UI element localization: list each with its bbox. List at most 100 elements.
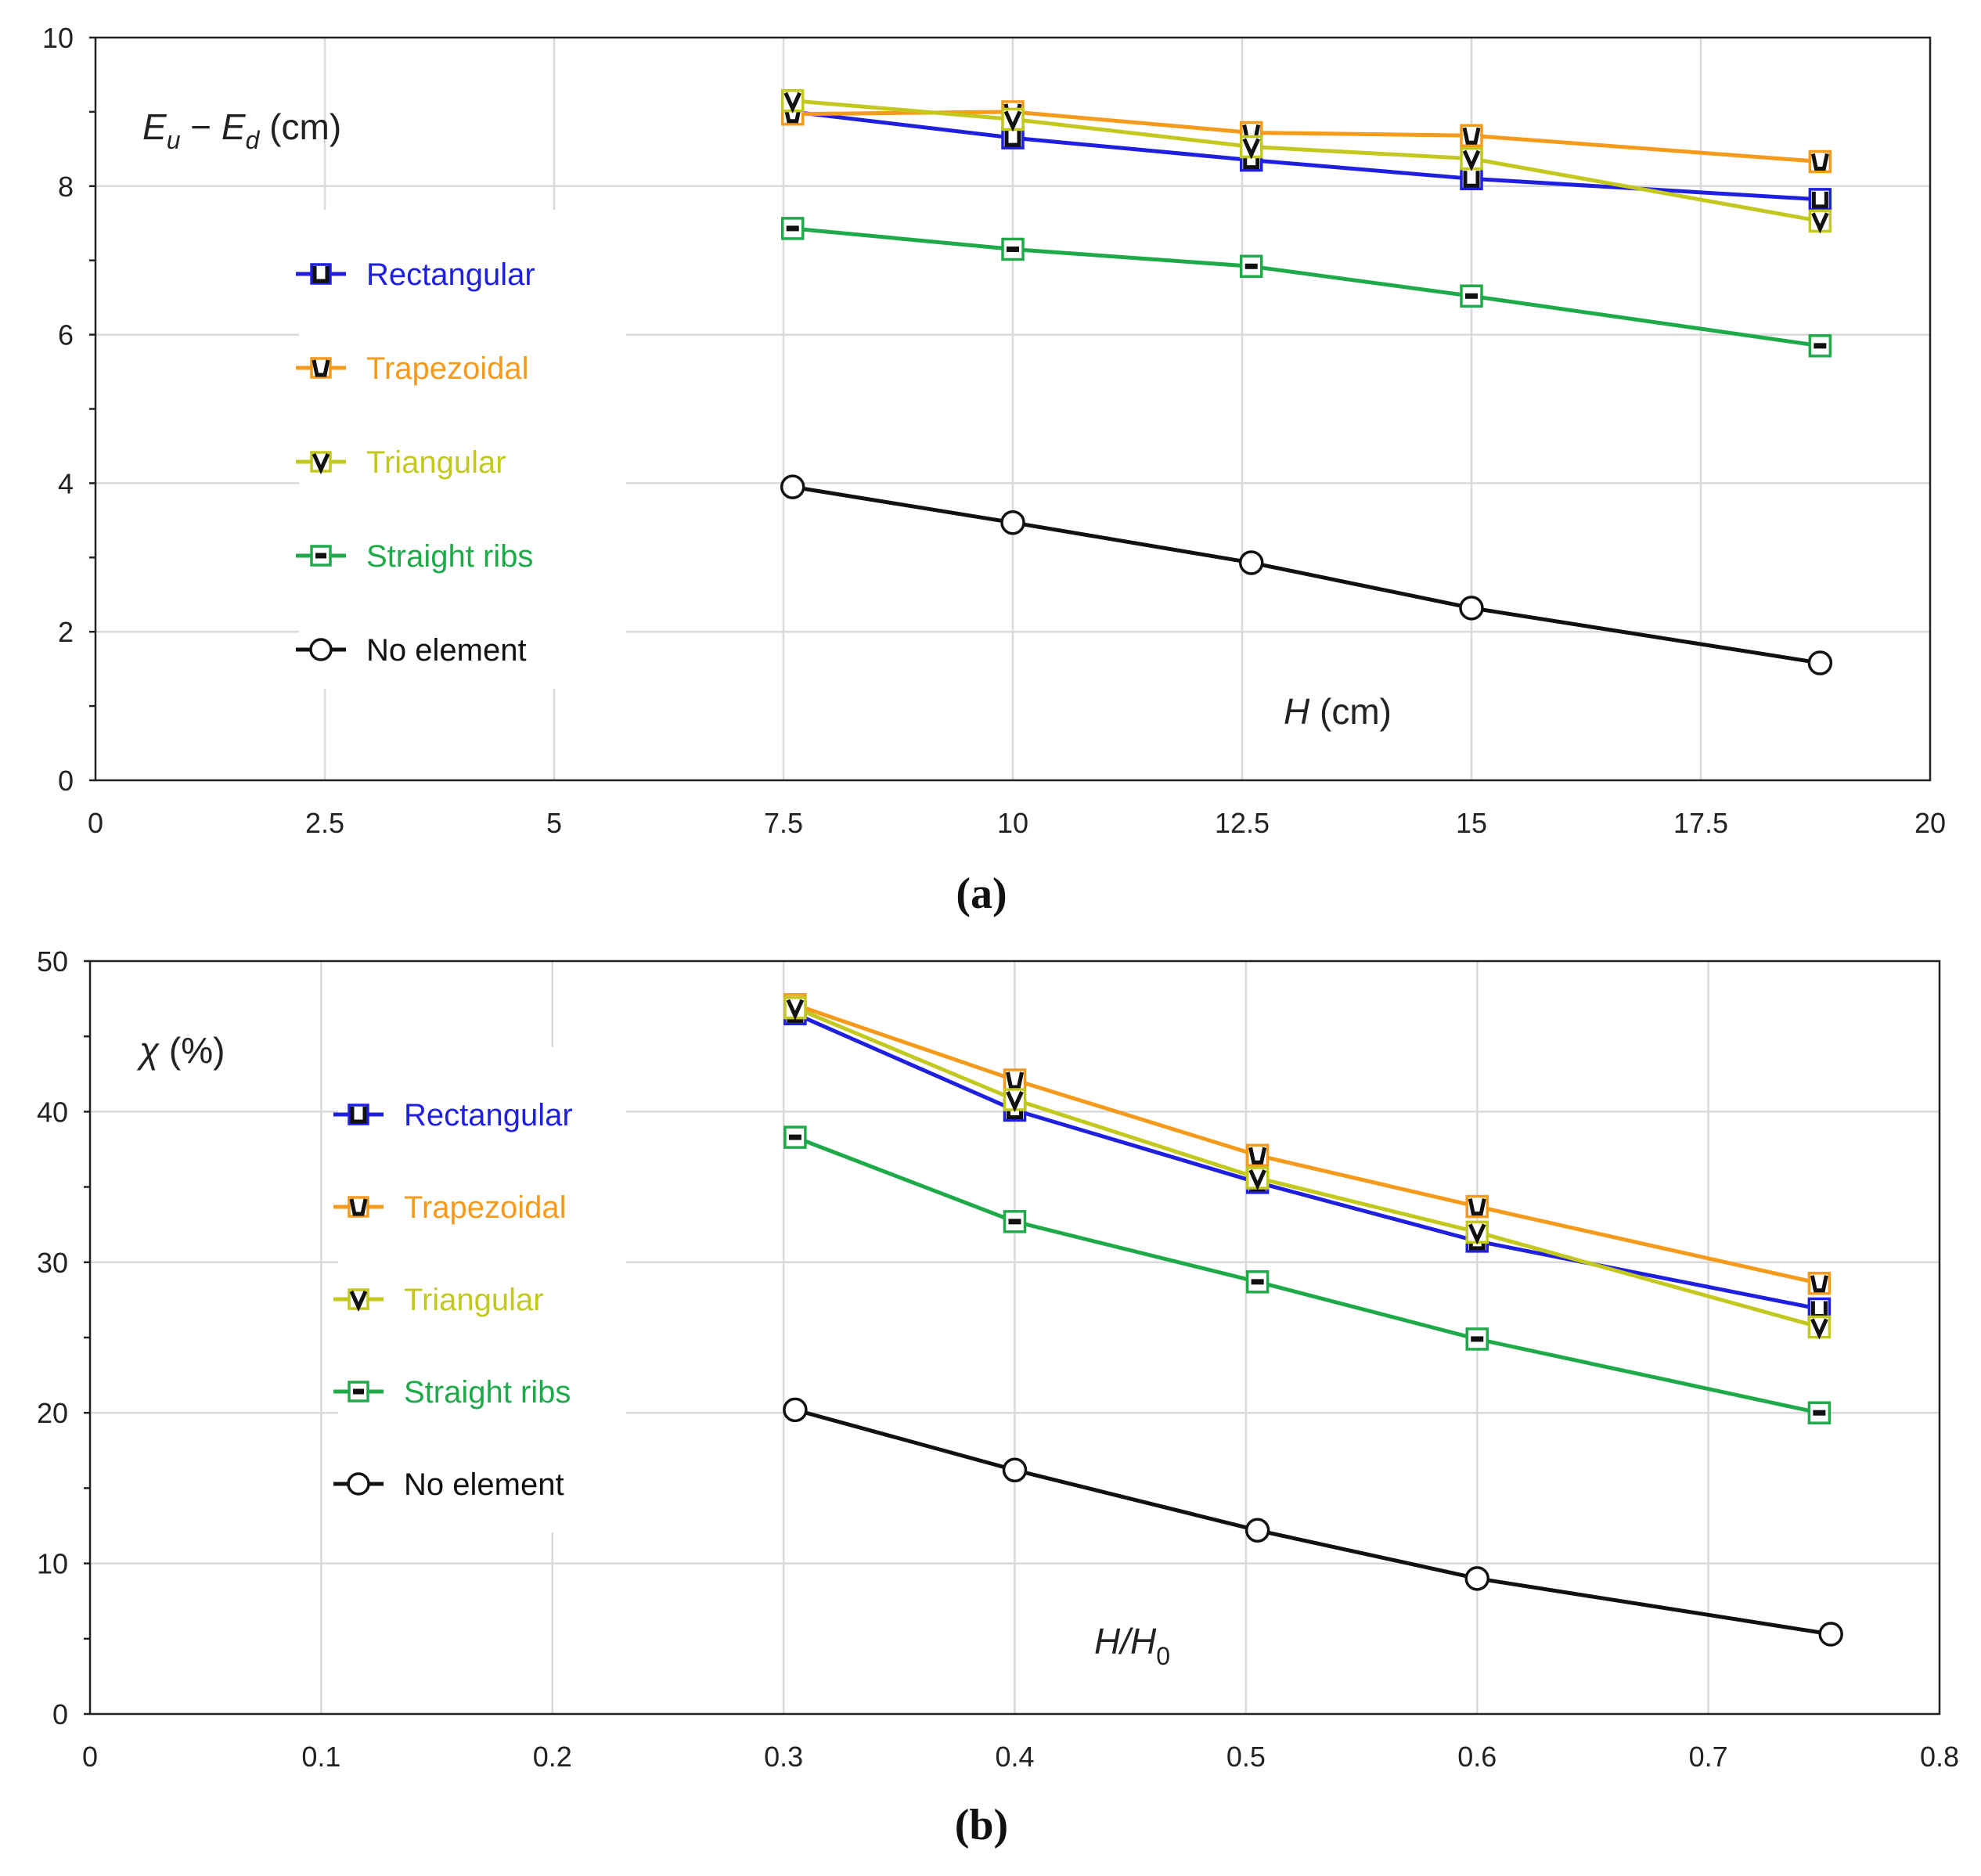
x-tick-label: 0.4 bbox=[995, 1741, 1034, 1773]
y-axis-title-part: (%) bbox=[159, 1030, 225, 1071]
legend-marker bbox=[309, 638, 333, 661]
y-axis-title-part: d bbox=[246, 126, 261, 154]
x-axis-title-part: H bbox=[1094, 1621, 1121, 1662]
legend-marker-glyph bbox=[350, 1107, 367, 1124]
x-tick-label: 15 bbox=[1456, 807, 1487, 839]
series-line-triangular bbox=[792, 99, 1821, 223]
legend-item-rectangular: Rectangular bbox=[296, 257, 535, 292]
legend-label: Triangular bbox=[366, 445, 506, 480]
data-point-no-element bbox=[1464, 1566, 1489, 1591]
x-tick-label: 0 bbox=[82, 1741, 98, 1773]
x-tick-label: 2.5 bbox=[305, 807, 344, 839]
legend-item-triangular: Triangular bbox=[333, 1283, 544, 1317]
data-point-rectangular-glyph bbox=[1463, 171, 1480, 188]
x-tick-label: 0.6 bbox=[1457, 1741, 1497, 1773]
legend-item-straight-ribs: Straight ribs bbox=[333, 1375, 571, 1410]
data-point-triangular-glyph bbox=[1462, 149, 1481, 171]
legend-marker bbox=[348, 1381, 369, 1402]
legend-label: Rectangular bbox=[404, 1098, 573, 1132]
series-straight-ribs bbox=[783, 1125, 1832, 1424]
y-tick-label: 0 bbox=[58, 765, 74, 797]
legend-marker-glyph bbox=[349, 1198, 368, 1216]
data-point-trapezoidal-glyph bbox=[1248, 1147, 1267, 1165]
y-axis-title-part: χ bbox=[136, 1030, 160, 1071]
data-point-straight-ribs-glyph bbox=[1008, 1219, 1021, 1225]
data-point-triangular-glyph bbox=[1006, 1090, 1024, 1113]
data-point-no-element bbox=[783, 1397, 808, 1423]
data-point-triangular-glyph bbox=[1242, 138, 1260, 160]
panel-label: (a) bbox=[956, 870, 1007, 918]
series-line-straight-ribs bbox=[794, 1135, 1820, 1415]
x-tick-label: 0.3 bbox=[764, 1741, 803, 1773]
data-point-straight-ribs-glyph bbox=[788, 1134, 801, 1140]
x-tick-label: 20 bbox=[1914, 807, 1946, 839]
series-trapezoidal bbox=[783, 993, 1832, 1295]
data-point-rectangular-glyph bbox=[1004, 130, 1021, 147]
y-tick-label: 6 bbox=[58, 319, 74, 351]
x-axis-title-part: 0 bbox=[1156, 1642, 1170, 1670]
data-point-no-element bbox=[780, 474, 805, 499]
x-axis-title-part: (cm) bbox=[1309, 691, 1392, 732]
data-point-no-element bbox=[1244, 1518, 1270, 1543]
data-point-triangular-glyph bbox=[1003, 110, 1022, 132]
data-point-triangular-glyph bbox=[786, 999, 805, 1021]
data-point-straight-ribs-glyph bbox=[1814, 343, 1827, 349]
x-axis-title-part: H bbox=[1284, 691, 1310, 732]
y-tick-label: 10 bbox=[37, 1548, 68, 1580]
y-tick-label: 30 bbox=[37, 1247, 68, 1279]
legend-item-trapezoidal: Trapezoidal bbox=[333, 1190, 567, 1225]
legend: Rectangular Trapezoidal Triangular Straight… bbox=[296, 257, 535, 668]
data-point-no-element bbox=[1238, 550, 1264, 575]
legend-item-straight-ribs: Straight ribs bbox=[296, 539, 533, 574]
legend-label: No element bbox=[366, 633, 527, 668]
data-point-trapezoidal-glyph bbox=[1810, 153, 1829, 171]
series-line-no-element bbox=[792, 484, 1821, 665]
y-axis-title: Eu − Ed (cm) bbox=[142, 106, 341, 154]
y-tick-label: 8 bbox=[58, 171, 74, 203]
y-tick-label: 4 bbox=[58, 467, 74, 499]
data-point-straight-ribs-glyph bbox=[1465, 293, 1478, 299]
data-point-no-element bbox=[1818, 1622, 1843, 1647]
plot-frame bbox=[88, 960, 1941, 1716]
data-point-straight-ribs-glyph bbox=[1471, 1336, 1484, 1342]
legend-label: Triangular bbox=[404, 1283, 544, 1317]
y-axis-title-part: u bbox=[167, 126, 181, 154]
y-axis-title-part: (cm) bbox=[259, 106, 341, 147]
x-tick-label: 5 bbox=[546, 807, 562, 839]
x-tick-label: 0.8 bbox=[1920, 1741, 1959, 1773]
y-axis-title-part: E bbox=[142, 106, 167, 147]
legend-label: Trapezoidal bbox=[366, 351, 529, 386]
y-tick-label: 2 bbox=[58, 616, 74, 648]
y-tick-label: 0 bbox=[52, 1698, 68, 1730]
legend-background bbox=[338, 1047, 626, 1532]
series-triangular bbox=[783, 996, 1832, 1340]
y-tick-label: 50 bbox=[37, 945, 68, 978]
legend-item-no-element: No element bbox=[296, 633, 527, 668]
data-point-straight-ribs-glyph bbox=[1244, 263, 1258, 269]
data-point-straight-ribs-glyph bbox=[786, 225, 799, 232]
series-no-element bbox=[780, 474, 1833, 675]
legend-marker-glyph bbox=[315, 553, 326, 559]
x-tick-label: 0.7 bbox=[1689, 1741, 1728, 1773]
data-point-triangular-glyph bbox=[1810, 1318, 1828, 1340]
series-line-straight-ribs bbox=[792, 226, 1821, 348]
x-tick-label: 0.2 bbox=[533, 1741, 572, 1773]
data-point-no-element bbox=[1002, 1457, 1028, 1483]
data-point-trapezoidal-glyph bbox=[783, 106, 802, 124]
data-point-rectangular-glyph bbox=[1811, 191, 1828, 209]
legend-item-rectangular: Rectangular bbox=[333, 1098, 573, 1132]
data-point-triangular-glyph bbox=[783, 92, 801, 113]
x-tick-label: 0 bbox=[88, 807, 103, 839]
data-point-straight-ribs-glyph bbox=[1813, 1410, 1826, 1416]
data-point-no-element bbox=[1000, 510, 1025, 535]
legend-label: No element bbox=[404, 1467, 564, 1502]
legend-marker-glyph bbox=[353, 1388, 364, 1395]
y-tick-label: 40 bbox=[37, 1096, 68, 1128]
data-point-straight-ribs-glyph bbox=[1007, 246, 1019, 252]
y-axis-title-part: E bbox=[222, 106, 247, 147]
series-rectangular bbox=[783, 1002, 1832, 1321]
legend-marker-glyph bbox=[312, 452, 330, 475]
legend-marker-glyph bbox=[349, 1290, 368, 1312]
y-tick-label: 20 bbox=[37, 1397, 68, 1429]
